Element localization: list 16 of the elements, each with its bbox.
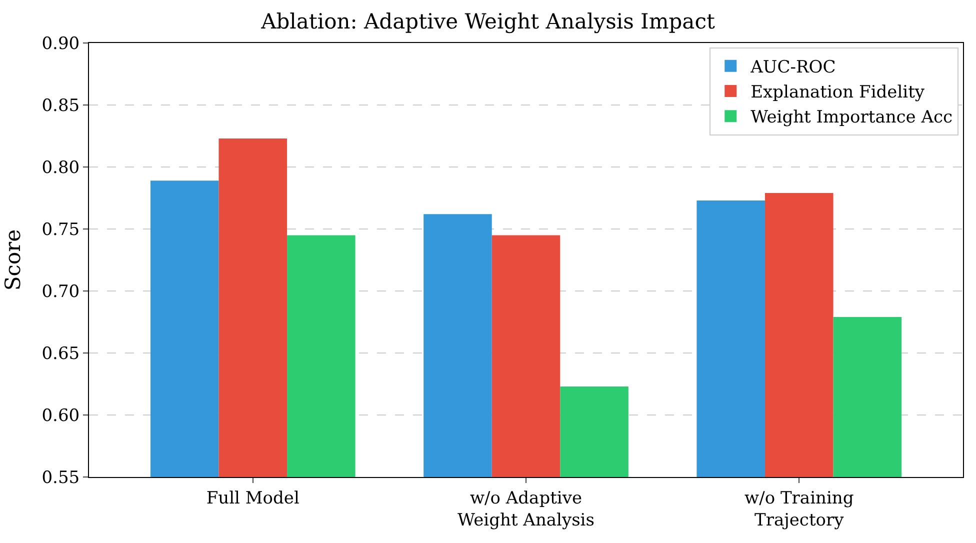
chart-title: Ablation: Adaptive Weight Analysis Impact (260, 9, 716, 34)
legend-label: AUC-ROC (750, 58, 836, 78)
y-axis-title: Score (0, 229, 25, 291)
y-tick-label: 0.85 (42, 96, 80, 116)
y-tick-label: 0.60 (42, 406, 80, 426)
legend-label: Weight Importance Acc (750, 108, 953, 128)
x-tick-label: w/o Adaptive Weight Analysis (458, 488, 594, 530)
y-tick-label: 0.75 (42, 220, 80, 240)
legend-label: Explanation Fidelity (750, 82, 925, 103)
y-tick-label: 0.90 (42, 34, 80, 54)
y-tick-label: 0.55 (42, 468, 80, 488)
x-tick-label: w/o Training Trajectory (744, 488, 854, 530)
x-tick-label: Full Model (206, 488, 300, 508)
y-tick-label: 0.65 (42, 344, 80, 364)
y-tick-label: 0.70 (42, 282, 80, 302)
y-tick-label: 0.80 (42, 158, 80, 178)
